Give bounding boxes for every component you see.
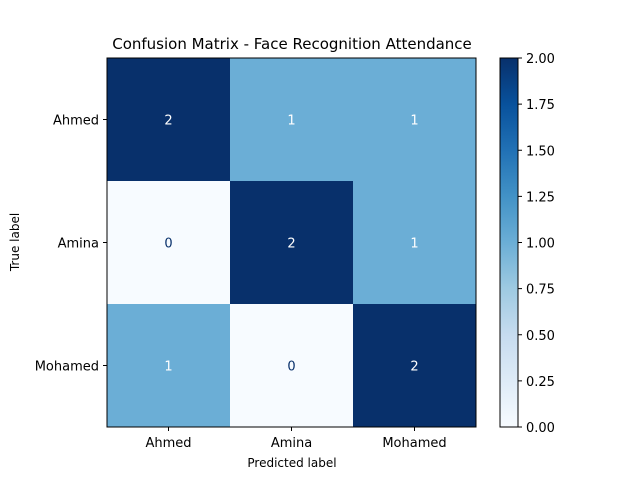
cell-value-label: 2: [287, 237, 295, 252]
x-axis-label: Predicted label: [247, 456, 336, 470]
y-tick-label: Ahmed: [53, 114, 99, 129]
y-tick-label: Amina: [58, 237, 99, 252]
colorbar-tick-label: 0.75: [526, 283, 555, 298]
cell-value-label: 0: [287, 360, 295, 375]
matrix-cells: 2 1 1 0 2 1 1 0 2: [107, 58, 476, 427]
colorbar-tick-label: 1.50: [526, 144, 555, 159]
colorbar-tick-label: 1.00: [526, 237, 555, 252]
cell-value-label: 2: [410, 360, 418, 375]
matrix-cell: [353, 304, 476, 427]
colorbar-tick-label: 0.50: [526, 329, 555, 344]
colorbar-tick-label: 0.00: [526, 421, 555, 436]
matrix-cell: [107, 181, 230, 304]
matrix-cell: [230, 58, 353, 181]
matrix-cell: [107, 58, 230, 181]
cell-value-label: 1: [287, 114, 295, 129]
cell-value-label: 1: [410, 237, 418, 252]
x-tick-label: Mohamed: [382, 436, 446, 451]
cell-value-label: 0: [164, 237, 172, 252]
x-tick-label: Amina: [271, 436, 312, 451]
y-axis-ticks: Ahmed Amina Mohamed: [35, 114, 107, 375]
matrix-cell: [230, 181, 353, 304]
chart-title: Confusion Matrix - Face Recognition Atte…: [112, 35, 472, 53]
colorbar: [499, 57, 519, 428]
y-tick-label: Mohamed: [35, 360, 99, 375]
matrix-cell: [230, 304, 353, 427]
matrix-cell: [107, 304, 230, 427]
colorbar-tick-label: 1.25: [526, 190, 555, 205]
colorbar-ticks: 0.00 0.25 0.50 0.75 1.00 1.25 1.50 1.75 2.00: [518, 52, 555, 436]
x-tick-label: Ahmed: [145, 436, 191, 451]
cell-value-label: 2: [164, 114, 172, 129]
x-axis-ticks: Ahmed Amina Mohamed: [145, 427, 447, 451]
cell-value-label: 1: [164, 360, 172, 375]
y-axis-label: True label: [8, 213, 22, 272]
colorbar-tick-label: 0.25: [526, 375, 555, 390]
colorbar-tick-label: 2.00: [526, 52, 555, 67]
colorbar-tick-label: 1.75: [526, 98, 555, 113]
matrix-cell: [353, 181, 476, 304]
cell-value-label: 1: [410, 114, 418, 129]
matrix-cell: [353, 58, 476, 181]
